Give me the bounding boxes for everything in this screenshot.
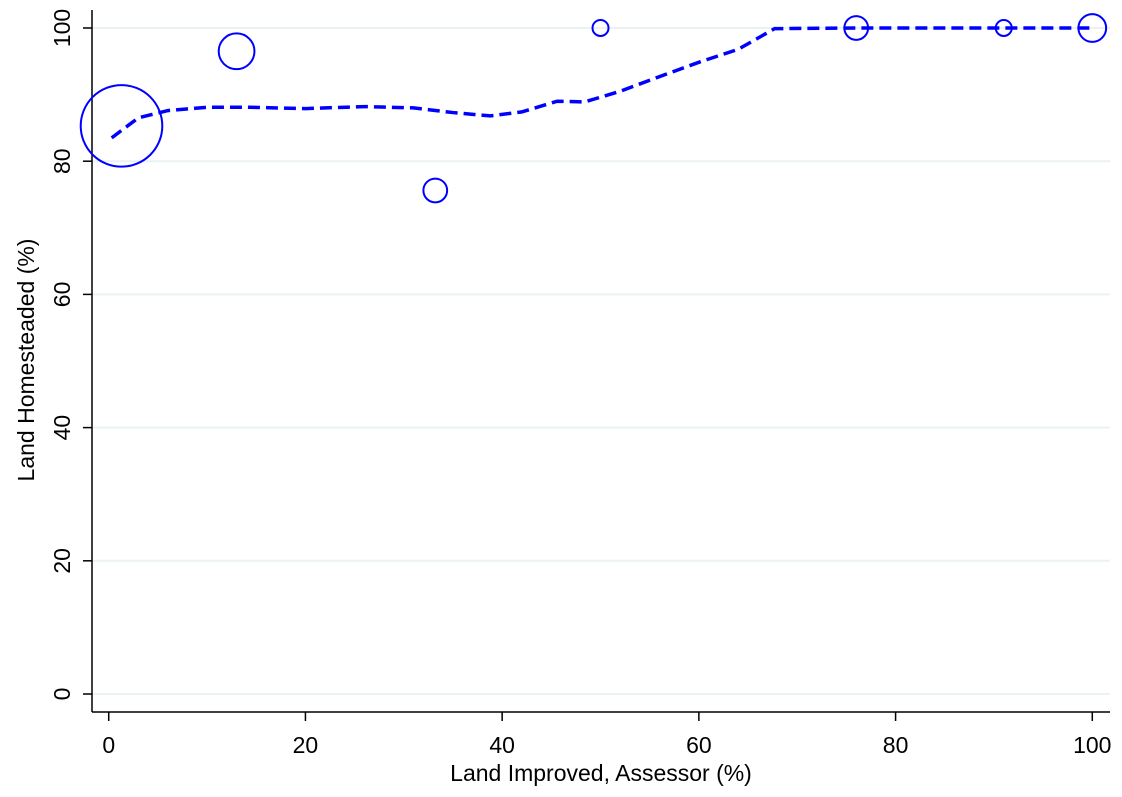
y-tick-label: 80: [49, 148, 75, 174]
x-tick-label: 80: [883, 732, 909, 758]
x-tick-label: 60: [686, 732, 712, 758]
y-tick-label: 20: [49, 548, 75, 574]
bubble: [217, 32, 256, 71]
x-tick-label: 20: [293, 732, 319, 758]
fit-line: [110, 26, 1093, 140]
x-tick-label: 0: [102, 732, 115, 758]
y-tick-label: 40: [49, 415, 75, 441]
bubble: [422, 177, 449, 204]
x-axis-title: Land Improved, Assessor (%): [450, 760, 752, 786]
y-tick-label: 60: [49, 282, 75, 308]
x-tick-label: 100: [1073, 732, 1111, 758]
y-tick-label: 100: [49, 9, 75, 47]
y-axis-title: Land Homesteaded (%): [13, 239, 39, 482]
x-tick-label: 40: [489, 732, 515, 758]
bubble: [591, 18, 610, 37]
bubble: [79, 84, 164, 168]
y-tick-label: 0: [49, 688, 75, 701]
